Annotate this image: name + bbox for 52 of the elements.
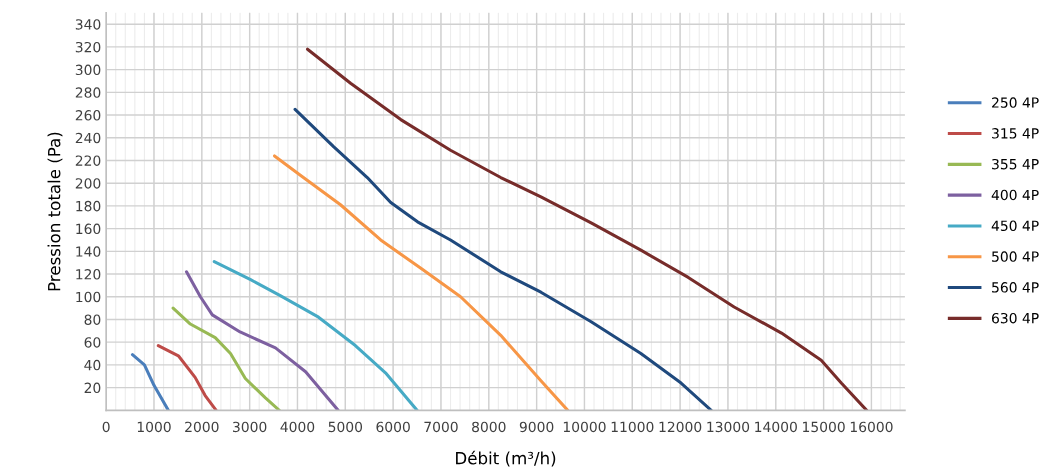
x-tick-label: 4000 <box>280 421 315 433</box>
line-series <box>184 270 340 411</box>
line-series <box>212 260 419 411</box>
x-tick-label: 2000 <box>185 421 219 433</box>
x-tick-label: 5000 <box>328 421 363 433</box>
x-tick-label: 10000 <box>563 421 606 433</box>
x-tick-label: 15000 <box>803 421 845 433</box>
x-tick-label: 13000 <box>707 421 750 433</box>
legend-label: 500 4P <box>992 251 1039 262</box>
x-tick-label: 7000 <box>424 421 458 433</box>
y-tick-label: 340 <box>75 19 101 30</box>
x-axis-title: Débit (m³/h) <box>456 450 556 467</box>
y-tick-label: 260 <box>75 110 101 121</box>
line-series <box>171 306 281 411</box>
x-tick-label: 8000 <box>472 421 506 433</box>
y-axis-title: Pression totale (Pa) <box>47 132 63 291</box>
line-series <box>156 344 218 411</box>
y-tick-label: 280 <box>75 87 101 98</box>
x-tick-label: 9000 <box>519 421 554 433</box>
y-tick-label: 320 <box>75 41 101 53</box>
legend-label: 250 4P <box>992 97 1039 108</box>
x-tick-label: 3000 <box>233 421 267 433</box>
y-tick-label: 20 <box>84 382 101 394</box>
x-tick-label: 14000 <box>755 421 797 433</box>
y-tick-label: 40 <box>84 359 101 371</box>
line-series <box>305 47 869 411</box>
x-tick-label: 6000 <box>376 421 410 433</box>
x-tick-label: 1000 <box>137 421 171 433</box>
x-tick-label: 12000 <box>659 421 702 433</box>
legend-label: 450 4P <box>991 220 1039 232</box>
y-tick-label: 200 <box>75 178 101 189</box>
y-tick-label: 220 <box>75 155 101 166</box>
y-tick-label: 240 <box>75 132 101 144</box>
x-tick-label: 0 <box>102 421 110 433</box>
y-tick-label: 140 <box>76 246 101 257</box>
y-tick-label: 180 <box>76 200 101 212</box>
legend-label: 355 4P <box>992 158 1039 170</box>
legend-label: 630 4P <box>992 312 1039 324</box>
legend-label: 400 4P <box>991 189 1039 201</box>
line-series <box>272 154 570 411</box>
y-tick-label: 80 <box>84 314 101 325</box>
legend-label: 315 4P <box>992 128 1039 139</box>
y-tick-label: 60 <box>84 337 101 348</box>
line-series <box>130 353 170 411</box>
y-tick-label: 160 <box>76 223 101 235</box>
x-tick-label: 11000 <box>611 421 654 433</box>
y-tick-label: 300 <box>75 64 101 76</box>
line-series <box>293 107 713 411</box>
x-tick-label: 16000 <box>850 421 893 433</box>
y-tick-label: 120 <box>76 269 101 280</box>
y-tick-label: 100 <box>76 291 101 303</box>
legend-label: 560 4P <box>992 282 1039 293</box>
